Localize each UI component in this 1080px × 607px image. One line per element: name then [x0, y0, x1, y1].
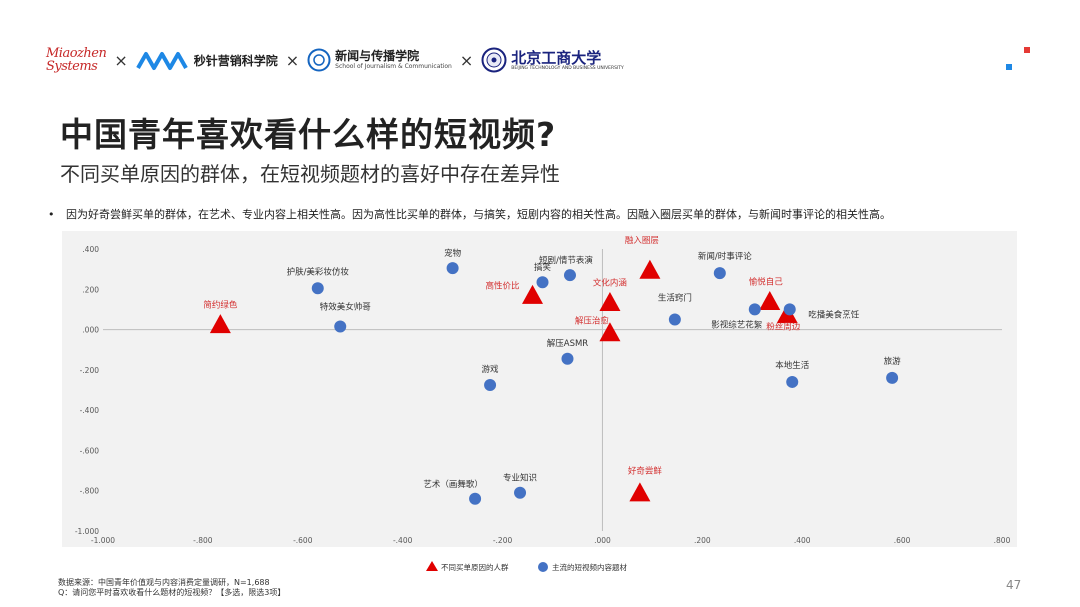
- x-tick-label: -.600: [293, 536, 313, 545]
- footer-source: 数据来源：中国青年价值观与内容消费定量调研，N=1,688: [58, 578, 270, 587]
- triangle-point-label: 好奇尝鲜: [628, 466, 663, 477]
- triangle-point-label: 高性价比: [486, 280, 520, 291]
- circle-point-label: 游戏: [482, 364, 500, 375]
- circle-point-label: 护肤/美彩妆仿妆: [287, 266, 350, 277]
- bullet-text: 因为好奇尝鲜买单的群体，在艺术、专业内容上相关性高。因为高性比买单的群体，与搞笑…: [66, 208, 891, 221]
- y-tick-label: .400: [82, 245, 99, 254]
- triangle-point-label: 解压治愈: [575, 316, 610, 327]
- x-tick-label: .800: [994, 536, 1011, 545]
- circle-point-label: 特效美女帅哥: [320, 302, 372, 313]
- circle-point: [311, 282, 324, 295]
- circle-point-label: 旅游: [884, 356, 902, 367]
- circle-point: [668, 313, 681, 326]
- legend-circle-icon: [538, 562, 548, 572]
- times-separator: ×: [114, 50, 128, 70]
- miaozhen-logo-line1: Miaozhen: [46, 46, 107, 61]
- school-emblem-icon: [307, 48, 331, 72]
- triangle-point: [522, 284, 544, 304]
- circle-point-label: 搞笑: [534, 262, 552, 273]
- decor-square-red: [1024, 47, 1030, 53]
- circle-point: [536, 276, 549, 289]
- mz-institute-name: 秒针营销科学院: [193, 53, 278, 68]
- circle-point: [334, 320, 347, 333]
- circle-point: [484, 378, 497, 391]
- footer-notes: 数据来源：中国青年价值观与内容消费定量调研，N=1,688 Q：请问您平时喜欢收…: [58, 578, 285, 598]
- circle-point-label: 生活窍门: [658, 293, 692, 304]
- y-tick-label: .200: [82, 285, 99, 294]
- triangle-point-label: 简约绿色: [203, 300, 238, 311]
- btbu-name: 北京工商大学: [511, 48, 602, 67]
- legend-circle-label: 主流的短视频内容题材: [552, 562, 627, 572]
- circle-point-label: 宠物: [444, 248, 462, 259]
- page-title: 中国青年喜欢看什么样的短视频?: [60, 115, 557, 154]
- triangle-point-label: 愉悦自己: [749, 276, 784, 287]
- miaozhen-logo-line2: Systems: [46, 59, 98, 74]
- circle-point-label: 艺术（画舞歌）: [423, 479, 483, 490]
- x-tick-label: -.200: [493, 536, 513, 545]
- btbu-logo: 北京工商大学 BEIJING TECHNOLOGY AND BUSINESS U…: [481, 47, 624, 73]
- circle-point-label: 解压ASMR: [547, 338, 589, 349]
- y-tick-label: -.200: [80, 366, 100, 375]
- triangle-point: [209, 314, 231, 334]
- circle-point-label: 影视综艺花絮: [711, 319, 762, 330]
- school-subtitle: School of Journalism & Communication: [335, 63, 452, 70]
- legend-triangle-label: 不同买单原因的人群: [441, 562, 509, 572]
- x-tick-label: .200: [694, 536, 711, 545]
- x-tick-label: .600: [894, 536, 911, 545]
- circle-point-label: 本地生活: [775, 360, 810, 371]
- circle-point-label: 新闻/时事评论: [698, 251, 752, 262]
- triangle-point-label: 融入圈层: [625, 235, 659, 246]
- x-tick-label: .000: [594, 536, 611, 545]
- y-tick-label: .000: [82, 326, 99, 335]
- circle-point: [786, 375, 799, 388]
- decor-square-blue: [1006, 64, 1012, 70]
- btbu-emblem-icon: [481, 47, 507, 73]
- triangle-point: [599, 322, 621, 342]
- bullet-dot-icon: •: [48, 208, 55, 221]
- miaozhen-logo: Miaozhen Systems: [46, 46, 107, 74]
- x-tick-label: -.400: [393, 536, 413, 545]
- x-tick-label: -.800: [193, 536, 213, 545]
- bullet-point: • 因为好奇尝鲜买单的群体，在艺术、专业内容上相关性高。因为高性比买单的群体，与搞…: [48, 206, 891, 222]
- triangle-point: [629, 482, 651, 502]
- circle-point: [514, 486, 527, 499]
- circle-point-label: 吃播美食烹饪: [808, 309, 860, 320]
- circle-point-label: 短剧/情节表演: [539, 255, 593, 266]
- footer-question: Q：请问您平时喜欢收看什么题材的短视频？【多选，限选3项】: [58, 588, 286, 597]
- circle-point: [561, 352, 574, 365]
- btbu-subtitle: BEIJING TECHNOLOGY AND BUSINESS UNIVERSI…: [511, 65, 624, 71]
- circle-point: [886, 371, 899, 384]
- triangle-point-label: 文化内涵: [593, 277, 627, 288]
- school-logo: 新闻与传播学院 School of Journalism & Communica…: [307, 48, 452, 72]
- school-name: 新闻与传播学院: [335, 49, 420, 63]
- triangle-point: [599, 291, 621, 311]
- page-number: 47: [1006, 578, 1022, 592]
- y-tick-label: -.800: [80, 487, 100, 496]
- circle-point-label: 专业知识: [503, 473, 537, 484]
- page-subtitle: 不同买单原因的群体，在短视频题材的喜好中存在差异性: [60, 162, 560, 186]
- x-tick-label: .400: [794, 536, 811, 545]
- header-logos: Miaozhen Systems × 秒针营销科学院 × 新闻与传播学院 Sch…: [46, 40, 624, 80]
- triangle-point: [639, 259, 661, 279]
- circle-point: [446, 262, 459, 275]
- mz-wave-logo-icon: [136, 52, 188, 70]
- circle-point: [563, 269, 576, 282]
- circle-point: [783, 303, 796, 316]
- triangle-point-label: 粉丝周边: [766, 321, 801, 332]
- chart-axes: .400 .200 .000 -.200 -.400 -.600 -.800 -1.000-1…: [75, 245, 1011, 545]
- times-separator: ×: [459, 50, 474, 70]
- legend-triangle-icon: [426, 561, 438, 571]
- triangle-point: [759, 290, 781, 310]
- x-tick-label: -1.000: [91, 536, 115, 545]
- y-tick-label: -.400: [80, 406, 100, 415]
- circle-point: [748, 303, 761, 316]
- chart-legend: 不同买单原因的人群 主流的短视频内容题材: [426, 561, 627, 572]
- y-tick-label: -.600: [80, 446, 100, 455]
- y-tick-label: -1.000: [75, 527, 99, 536]
- circle-point: [469, 492, 482, 505]
- circle-point: [713, 267, 726, 280]
- times-separator: ×: [285, 50, 300, 70]
